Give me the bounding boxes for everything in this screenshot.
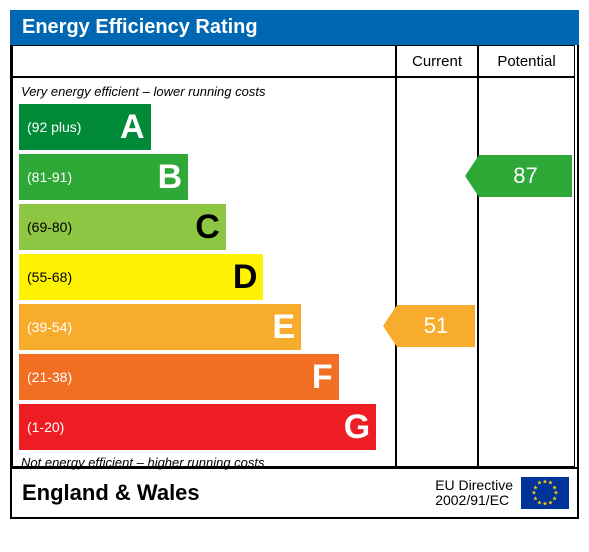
band-range: (39-54) [27,319,72,335]
rating-value: 51 [397,305,475,347]
band-range: (69-80) [27,219,72,235]
chart-title: Energy Efficiency Rating [10,10,579,45]
note-bottom: Not energy efficient – higher running co… [19,455,395,470]
band-row-e: (39-54) E [19,303,395,351]
band-letter: F [312,360,333,394]
footer: England & Wales EU Directive 2002/91/EC … [12,467,577,517]
rating-arrow: 51 [383,305,475,347]
directive-text: EU Directive 2002/91/EC [435,478,513,509]
note-top: Very energy efficient – lower running co… [19,84,395,99]
band-range: (92 plus) [27,119,81,135]
band-row-a: (92 plus) A [19,103,395,151]
directive-line2: 2002/91/EC [435,493,513,508]
band-letter: C [195,210,220,244]
directive-line1: EU Directive [435,478,513,493]
eu-star-icon: ★ [537,480,542,487]
eu-star-icon: ★ [542,501,547,508]
arrow-head-icon [465,155,479,197]
band-range: (81-91) [27,169,72,185]
eu-flag-icon: ★★★★★★★★★★★★ [521,477,569,509]
band-range: (55-68) [27,269,72,285]
band-letter: B [158,160,183,194]
arrow-head-icon [383,305,397,347]
bands-chart: Very energy efficient – lower running co… [12,77,396,467]
band-letter: A [120,110,145,144]
footer-directive: EU Directive 2002/91/EC ★★★★★★★★★★★★ [427,469,577,517]
chart-grid: Current Potential Very energy efficient … [12,45,577,467]
band-b: (81-91) B [19,154,188,200]
band-g: (1-20) G [19,404,376,450]
band-letter: E [272,310,295,344]
band-a: (92 plus) A [19,104,151,150]
band-letter: G [344,410,370,444]
band-range: (21-38) [27,369,72,385]
band-range: (1-20) [27,419,64,435]
column-current: 51 [396,77,478,467]
band-row-d: (55-68) D [19,253,395,301]
epc-container: Energy Efficiency Rating Current Potenti… [10,10,579,519]
band-letter: D [233,260,258,294]
header-potential: Potential [478,45,575,77]
rating-arrow: 87 [465,155,572,197]
band-row-f: (21-38) F [19,353,395,401]
band-c: (69-80) C [19,204,226,250]
bands-wrap: (92 plus) A (81-91) B (69-80) C (55-68) D (39-54… [19,103,395,451]
header-empty [12,45,396,77]
band-d: (55-68) D [19,254,263,300]
header-current: Current [396,45,478,77]
column-potential: 87 [478,77,575,467]
footer-region: England & Wales [12,469,427,517]
chart-body: Current Potential Very energy efficient … [10,45,579,519]
band-row-g: (1-20) G [19,403,395,451]
band-e: (39-54) E [19,304,301,350]
rating-value: 87 [479,155,572,197]
band-f: (21-38) F [19,354,339,400]
band-row-b: (81-91) B [19,153,395,201]
eu-star-icon: ★ [548,499,553,506]
band-row-c: (69-80) C [19,203,395,251]
